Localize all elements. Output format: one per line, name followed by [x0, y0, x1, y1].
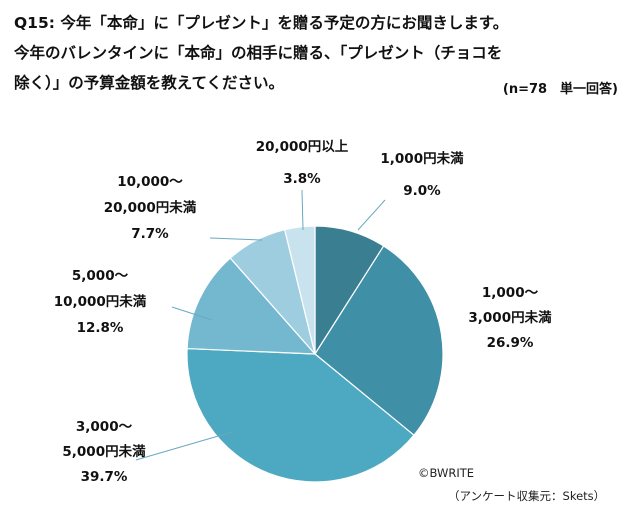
copyright: ©BWRITE — [418, 466, 474, 480]
sample-note: (n=78 単一回答) — [502, 82, 618, 97]
leader-lines — [135, 189, 386, 461]
slice-label: 1,000円未満 9.0% — [380, 150, 464, 199]
chart-title: Q15: 今年「本命」に「プレゼント」を贈る予定の方にお聞きします。 今年のバレ… — [14, 8, 630, 98]
pie-slice — [186, 347, 415, 483]
slice-label: 20,000円以上 3.8% — [256, 139, 349, 187]
title-line-1: Q15: 今年「本命」に「プレゼント」を贈る予定の方にお聞きします。 — [14, 14, 509, 32]
title-line-2: 今年のバレンタインに「本命」の相手に贈る、「プレゼント（チョコを — [14, 44, 503, 62]
slice-label: 10,000～ 20,000円未満 7.7% — [104, 174, 197, 242]
slice-labels: 1,000円未満 9.0% 1,000～ 3,000円未満 26.9% 3,000～ 5,0… — [54, 139, 552, 485]
source-note: （アンケート収集元：Skets） — [448, 489, 605, 503]
slice-label: 5,000～ 10,000円未満 12.8% — [54, 268, 147, 336]
leader-line — [171, 306, 213, 321]
pie-slice — [186, 257, 317, 355]
slice-label: 3,000～ 5,000円未満 39.7% — [62, 419, 146, 485]
leader-line — [301, 189, 304, 231]
leader-line — [357, 199, 386, 231]
pie-slices — [186, 225, 444, 483]
title-line-3: 除く）」の予算金額を教えてください。 — [14, 74, 285, 92]
leader-line — [135, 431, 233, 461]
pie-slice — [314, 245, 444, 437]
leader-line — [209, 237, 263, 241]
pie-slice — [283, 225, 316, 355]
slice-label: 1,000～ 3,000円未満 26.9% — [468, 285, 552, 351]
